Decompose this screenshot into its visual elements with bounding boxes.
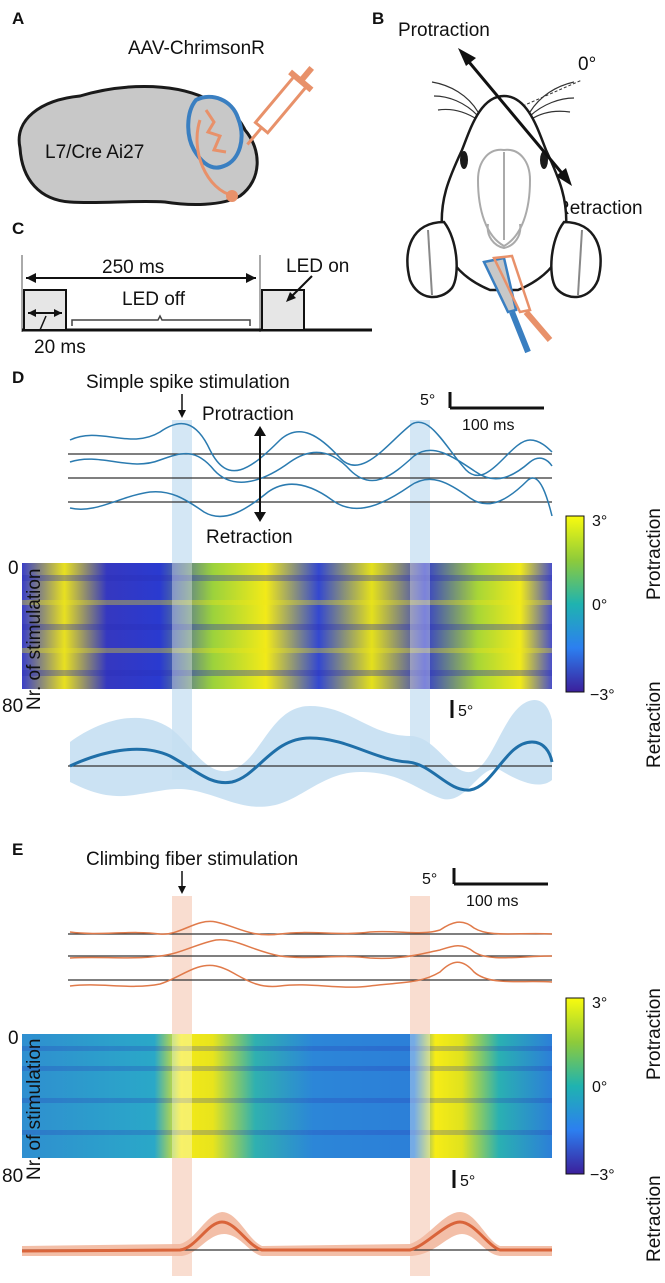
protraction-retraction-axis-arrow	[458, 48, 572, 186]
cf-trial-start: 0	[8, 1028, 19, 1049]
climbing-fiber-title: Climbing fiber stimulation	[86, 849, 298, 870]
ss-scale-deg: 5°	[420, 392, 435, 409]
cf-trial-end: 80	[2, 1166, 23, 1187]
pulse-duration-label: 20 ms	[34, 337, 86, 358]
ss-y-axis-label: Nr. of stimulation	[24, 569, 45, 711]
ss-side-retraction: Retraction	[644, 681, 665, 768]
syringe-icon	[246, 65, 315, 146]
cf-colorbar-max: 3°	[592, 995, 607, 1012]
led-off-label: LED off	[122, 289, 186, 310]
ss-scale-bar	[448, 392, 544, 410]
ss-heatmap-scale-deg: 5°	[458, 703, 473, 720]
zero-angle-label: 0°	[578, 54, 596, 75]
ss-example-traces	[68, 421, 553, 518]
panel-d-label: D	[12, 368, 24, 387]
cf-scale-deg: 5°	[422, 871, 437, 888]
ss-colorbar-min: −3°	[590, 687, 615, 704]
cf-example-traces	[68, 920, 553, 988]
ss-colorbar-max: 3°	[592, 513, 607, 530]
stimulation-protocol-diagram	[21, 255, 372, 332]
cf-scale-bar	[452, 868, 548, 886]
cf-colorbar	[565, 997, 585, 1175]
ss-side-protraction: Protraction	[644, 508, 665, 600]
panel-a-label: A	[12, 9, 24, 28]
panel-c-label: C	[12, 219, 24, 238]
cf-heatmap-scale-deg: 5°	[460, 1173, 475, 1190]
cf-heatmap-texture	[22, 1046, 552, 1135]
cf-colorbar-mid: 0°	[592, 1079, 607, 1096]
ss-scale-ms: 100 ms	[462, 417, 514, 434]
cf-heatmap	[22, 1034, 552, 1158]
trace-protraction-label: Protraction	[202, 404, 294, 425]
cf-scale-ms: 100 ms	[466, 893, 518, 910]
ss-average-trace	[68, 700, 554, 807]
simple-spike-title: Simple spike stimulation	[86, 372, 290, 393]
mouse-line-label: L7/Cre Ai27	[45, 142, 144, 163]
panel-e-label: E	[12, 840, 23, 859]
trace-direction-arrow	[254, 426, 266, 522]
retraction-direction-label: Retraction	[556, 198, 643, 219]
ss-colorbar	[565, 515, 585, 693]
cf-side-retraction: Retraction	[644, 1175, 665, 1262]
cf-y-axis-label: Nr. of stimulation	[24, 1039, 45, 1181]
period-label: 250 ms	[102, 257, 164, 278]
ss-colorbar-mid: 0°	[592, 597, 607, 614]
virus-label: AAV-ChrimsonR	[128, 38, 265, 59]
panel-b-label: B	[372, 9, 384, 28]
protraction-direction-label: Protraction	[398, 20, 490, 41]
cf-colorbar-min: −3°	[590, 1167, 615, 1184]
cf-average-trace	[21, 1212, 552, 1256]
cf-side-protraction: Protraction	[644, 988, 665, 1080]
ss-trial-end: 80	[2, 696, 23, 717]
trace-retraction-label: Retraction	[206, 527, 293, 548]
ss-heatmap	[22, 563, 552, 689]
led-on-label: LED on	[286, 256, 349, 277]
ss-heatmap-texture	[22, 575, 552, 676]
brain-sagittal-illustration	[17, 65, 315, 206]
mouse-head-illustration	[406, 79, 602, 354]
ss-trial-start: 0	[8, 558, 19, 579]
